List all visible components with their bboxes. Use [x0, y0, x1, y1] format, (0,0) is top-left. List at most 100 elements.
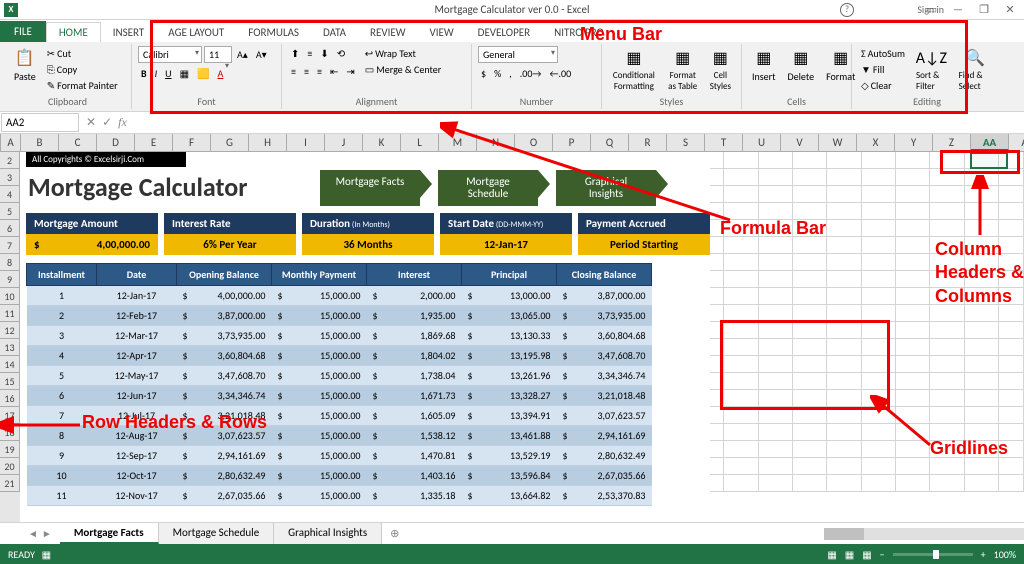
column-header[interactable]: A: [1, 134, 21, 151]
tab-view[interactable]: VIEW: [418, 23, 466, 42]
find-select-button[interactable]: 🔍Find & Select: [955, 46, 996, 94]
delete-cells-button[interactable]: ▦Delete: [784, 46, 819, 85]
view-normal-button[interactable]: ▦: [827, 548, 836, 561]
column-header[interactable]: H: [249, 134, 287, 151]
format-painter-button[interactable]: ✎Format Painter: [44, 78, 121, 93]
view-page-break-button[interactable]: ▦: [862, 548, 871, 561]
row-header[interactable]: 6: [0, 220, 20, 237]
row-header[interactable]: 21: [0, 475, 20, 492]
row-header[interactable]: 8: [0, 254, 20, 271]
grid[interactable]: All Copyrights © Excelsirji.Com Mortgage…: [20, 152, 1024, 522]
column-header[interactable]: O: [515, 134, 553, 151]
increase-indent-button[interactable]: ⇥: [343, 64, 357, 79]
column-header[interactable]: C: [59, 134, 97, 151]
fx-icon[interactable]: fx: [118, 115, 127, 130]
row-header[interactable]: 18: [0, 424, 20, 441]
column-header[interactable]: R: [629, 134, 667, 151]
sheet-tab[interactable]: Mortgage Facts: [60, 523, 159, 544]
bold-button[interactable]: B: [138, 66, 150, 81]
nav-chip[interactable]: Graphical Insights: [556, 170, 656, 206]
column-header[interactable]: W: [819, 134, 857, 151]
row-header[interactable]: 7: [0, 237, 20, 254]
column-header[interactable]: J: [325, 134, 363, 151]
column-header[interactable]: E: [135, 134, 173, 151]
decrease-indent-button[interactable]: ⇤: [327, 64, 341, 79]
increase-decimal-button[interactable]: .00→: [517, 66, 545, 81]
add-sheet-button[interactable]: ⊕: [382, 527, 407, 540]
column-header[interactable]: Z: [933, 134, 971, 151]
column-header[interactable]: Y: [895, 134, 933, 151]
zoom-level[interactable]: 100%: [994, 548, 1016, 561]
percent-button[interactable]: %: [491, 66, 504, 81]
minimize-icon[interactable]: —: [946, 3, 970, 16]
row-header[interactable]: 3: [0, 169, 20, 186]
row-header[interactable]: 19: [0, 441, 20, 458]
increase-font-button[interactable]: A▴: [234, 47, 251, 62]
zoom-in-button[interactable]: +: [981, 548, 986, 561]
cut-button[interactable]: ✂Cut: [44, 46, 121, 61]
tab-developer[interactable]: DEVELOPER: [466, 23, 542, 42]
wrap-text-button[interactable]: ↩Wrap Text: [362, 46, 444, 61]
maximize-icon[interactable]: ❐: [972, 3, 996, 16]
insert-cells-button[interactable]: ▦Insert: [748, 46, 780, 85]
copy-button[interactable]: ⎘Copy: [44, 62, 121, 77]
column-header[interactable]: N: [477, 134, 515, 151]
column-header[interactable]: V: [781, 134, 819, 151]
number-format-select[interactable]: General: [478, 46, 558, 63]
cell-styles-button[interactable]: ▦Cell Styles: [706, 46, 735, 94]
row-header[interactable]: 17: [0, 407, 20, 424]
confirm-formula-icon[interactable]: ✓: [102, 115, 112, 130]
align-center-button[interactable]: ≡: [301, 64, 312, 79]
column-header[interactable]: S: [667, 134, 705, 151]
format-as-table-button[interactable]: ▦Format as Table: [664, 46, 702, 94]
column-header[interactable]: I: [287, 134, 325, 151]
row-header[interactable]: 2: [0, 152, 20, 169]
column-header[interactable]: G: [211, 134, 249, 151]
row-header[interactable]: 9: [0, 271, 20, 288]
column-header[interactable]: M: [439, 134, 477, 151]
row-header[interactable]: 10: [0, 288, 20, 305]
row-header[interactable]: 11: [0, 305, 20, 322]
column-header[interactable]: X: [857, 134, 895, 151]
column-header[interactable]: F: [173, 134, 211, 151]
tab-page-layout[interactable]: AGE LAYOUT: [156, 23, 236, 42]
row-header[interactable]: 13: [0, 339, 20, 356]
comma-button[interactable]: ,: [506, 66, 515, 81]
sheet-nav-first[interactable]: ◄: [28, 527, 38, 540]
close-icon[interactable]: ✕: [998, 3, 1022, 16]
sheet-tab[interactable]: Graphical Insights: [274, 523, 382, 544]
column-header[interactable]: B: [21, 134, 59, 151]
sheet-nav-last[interactable]: ►: [42, 527, 52, 540]
align-right-button[interactable]: ≡: [314, 64, 325, 79]
zoom-out-button[interactable]: −: [880, 548, 885, 561]
sort-filter-button[interactable]: A↓ZSort & Filter: [912, 46, 951, 94]
fill-color-button[interactable]: 🟨: [194, 66, 212, 81]
column-header[interactable]: T: [705, 134, 743, 151]
formula-input[interactable]: [133, 121, 1024, 125]
merge-center-button[interactable]: ▭Merge & Center: [362, 62, 444, 77]
align-bottom-button[interactable]: ⬇: [317, 46, 331, 61]
tab-review[interactable]: REVIEW: [358, 23, 418, 42]
nav-chip[interactable]: Mortgage Schedule: [438, 170, 538, 206]
tab-nitro[interactable]: NITRO PRO: [542, 23, 616, 42]
decrease-decimal-button[interactable]: ←.00: [546, 66, 574, 81]
help-icon[interactable]: ?: [840, 3, 854, 17]
tab-data[interactable]: DATA: [311, 23, 358, 42]
tab-insert[interactable]: INSERT: [101, 23, 157, 42]
cancel-formula-icon[interactable]: ✕: [86, 115, 96, 130]
column-header[interactable]: AB: [1009, 134, 1024, 151]
row-header[interactable]: 20: [0, 458, 20, 475]
font-name-select[interactable]: Calibri: [138, 46, 202, 63]
column-header[interactable]: L: [401, 134, 439, 151]
column-header[interactable]: U: [743, 134, 781, 151]
autosum-button[interactable]: ΣAutoSum: [858, 46, 908, 61]
row-header[interactable]: 12: [0, 322, 20, 339]
conditional-formatting-button[interactable]: ▦Conditional Formatting: [608, 46, 660, 94]
column-header[interactable]: D: [97, 134, 135, 151]
row-header[interactable]: 16: [0, 390, 20, 407]
column-header[interactable]: P: [553, 134, 591, 151]
decrease-font-button[interactable]: A▾: [253, 47, 270, 62]
ribbon-collapse-icon[interactable]: ▭: [920, 3, 944, 16]
align-middle-button[interactable]: ≡: [304, 46, 315, 61]
align-top-button[interactable]: ⬆: [288, 46, 302, 61]
